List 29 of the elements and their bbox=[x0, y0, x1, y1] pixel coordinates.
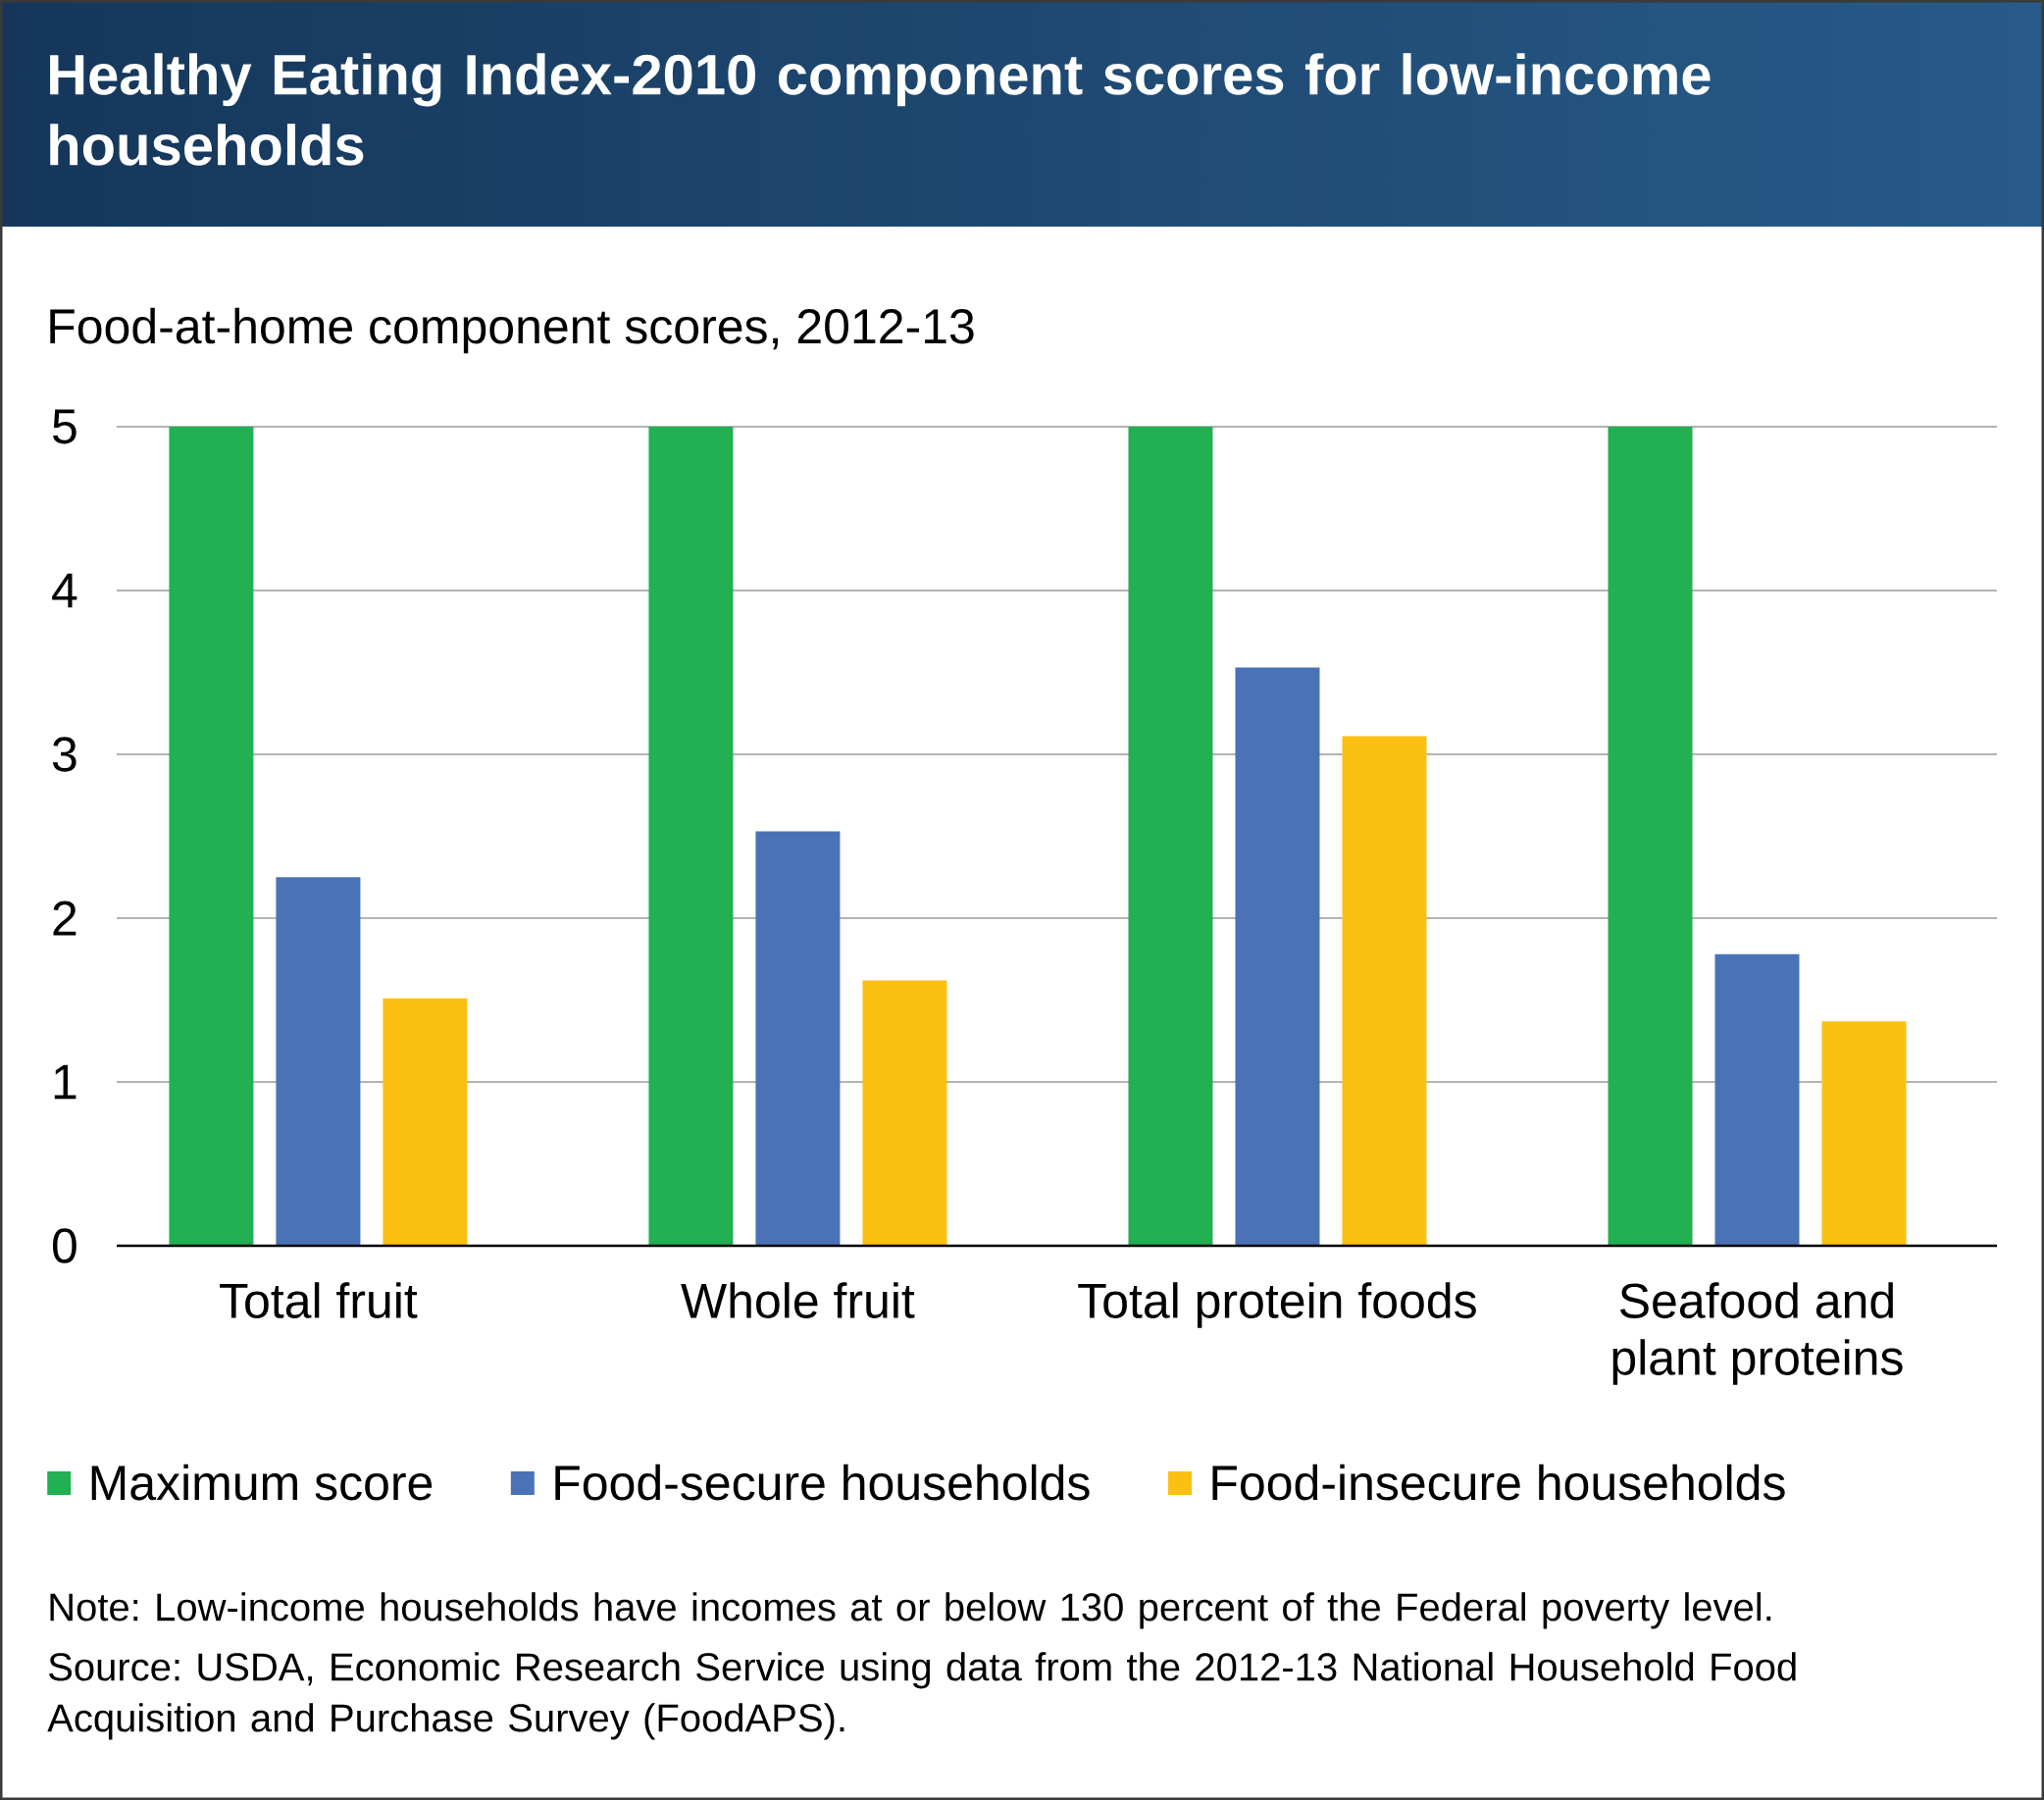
text: Note: Low-income households have incomes at or below 130 percent of the Federal poverty level. bbox=[50, 1592, 1771, 1629]
y-tick-label: 3 bbox=[52, 737, 77, 772]
legend-label: Maximum score bbox=[91, 1464, 433, 1501]
x-tick-label: Total protein foods bbox=[1078, 1282, 1476, 1328]
bar bbox=[276, 877, 361, 1246]
bar bbox=[1714, 953, 1800, 1246]
y-tick-label: 1 bbox=[54, 1064, 77, 1100]
bar bbox=[755, 831, 841, 1246]
y-tick-label: 5 bbox=[53, 409, 77, 444]
bar bbox=[383, 998, 468, 1246]
bar bbox=[1821, 1021, 1907, 1246]
bar bbox=[1342, 736, 1427, 1246]
chart-title: Healthy Eating Index-2010 component scores for low-income households bbox=[50, 53, 1711, 166]
bar bbox=[1128, 426, 1213, 1246]
legend-label: Food-secure households bbox=[555, 1464, 1090, 1501]
bar bbox=[1235, 667, 1320, 1246]
x-tick-label: Seafood and plant proteins bbox=[1612, 1282, 1903, 1385]
bar bbox=[862, 980, 947, 1246]
source-note: Source: USDA, Economic Research Service using data from the 2012-13 National Household Food Acquisition and Purchase Survey (FoodAPS). bbox=[47, 1652, 1796, 1740]
y-tick-label: 0 bbox=[52, 1228, 77, 1263]
y-tick-label: 4 bbox=[52, 573, 77, 608]
legend-label: Food-insecure households bbox=[1212, 1464, 1785, 1501]
y-axis-title: Food-at-home component scores, 2012-13 bbox=[50, 307, 974, 354]
x-tick-label: Whole fruit bbox=[681, 1282, 915, 1318]
bar bbox=[1608, 426, 1693, 1246]
bar bbox=[169, 426, 254, 1246]
x-tick-label: Total fruit bbox=[220, 1282, 418, 1318]
y-tick-label: 2 bbox=[53, 900, 77, 936]
bar bbox=[648, 426, 734, 1246]
